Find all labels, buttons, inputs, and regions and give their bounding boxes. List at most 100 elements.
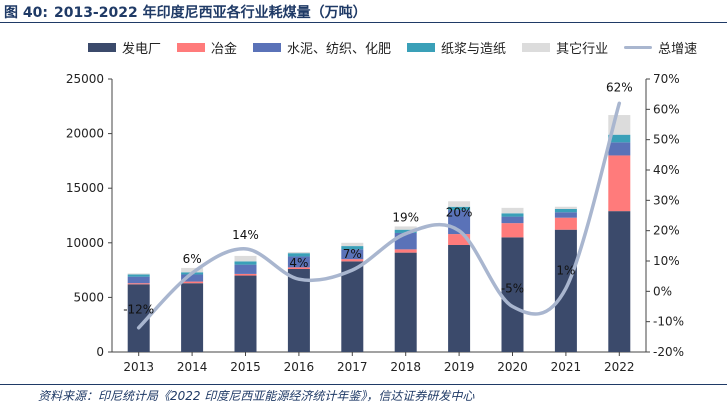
source-note: 资料来源：印尼统计局《2022 印度尼西亚能源经济统计年鉴》，信达证券研发中心: [38, 389, 475, 403]
right-tick-label: -20%: [653, 345, 684, 359]
right-tick-label: 60%: [653, 102, 680, 116]
bar-segment-0: [394, 252, 417, 352]
bar-segment-0: [608, 211, 631, 352]
legend-item-4: 其它行业: [522, 38, 608, 57]
bar-segment-3: [394, 229, 417, 233]
x-tick-label: 2014: [177, 360, 208, 374]
x-tick-label: 2021: [551, 360, 582, 374]
bar-segment-4: [234, 255, 257, 262]
legend-swatch: [88, 43, 116, 52]
x-tick-label: 2022: [604, 360, 635, 374]
x-tick-label: 2019: [444, 360, 475, 374]
figure-title-bar: 图 40: 2013-2022 年印度尼西亚各行业耗煤量（万吨）: [0, 0, 727, 23]
right-tick-label: 50%: [653, 133, 680, 147]
bar-segment-2: [287, 256, 310, 268]
bar-segment-4: [501, 207, 524, 214]
bar-segment-3: [287, 253, 310, 257]
bar-segment-4: [287, 252, 310, 254]
bar-segment-2: [234, 264, 257, 274]
legend-swatch: [407, 43, 436, 52]
x-tick-label: 2016: [284, 360, 315, 374]
line-data-label: -5%: [501, 282, 524, 296]
left-tick-label: 25000: [66, 72, 104, 86]
bar-segment-1: [234, 273, 257, 276]
bar-segment-0: [181, 283, 204, 352]
legend-item-line: 总增速: [624, 38, 697, 57]
left-tick-label: 5000: [73, 290, 104, 304]
bar-segment-4: [448, 201, 471, 207]
bar-segment-3: [554, 208, 577, 213]
x-tick-label: 2015: [230, 360, 261, 374]
bar-segment-1: [608, 155, 631, 212]
bar-segment-3: [127, 274, 150, 277]
bar-segment-1: [448, 234, 471, 245]
legend-item-1: 冶金: [177, 38, 237, 57]
legend-item-2: 水泥、纺织、化肥: [253, 38, 391, 57]
right-tick-label: 0%: [653, 284, 672, 298]
left-tick-label: 10000: [66, 236, 104, 250]
bar-segment-3: [448, 206, 471, 211]
bar-segment-1: [127, 283, 150, 285]
legend-label: 发电厂: [122, 42, 162, 57]
left-tick-label: 15000: [66, 181, 104, 195]
line-data-label: 14%: [232, 228, 259, 242]
left-tick-label: 0: [96, 345, 104, 359]
legend-label: 纸浆与造纸: [441, 42, 507, 57]
bar-segment-3: [341, 246, 364, 250]
bar-segment-4: [394, 226, 417, 230]
legend-swatch: [253, 43, 282, 52]
bar-segment-2: [127, 276, 150, 284]
x-tick-label: 2017: [337, 360, 368, 374]
line-data-label: 4%: [289, 256, 308, 270]
bar-segment-1: [287, 267, 310, 270]
bar-segment-0: [127, 284, 150, 352]
line-data-label: 62%: [606, 80, 633, 94]
bar-segment-4: [341, 242, 364, 247]
bar-segment-0: [501, 237, 524, 352]
legend-label: 总增速: [658, 42, 698, 57]
figure-title: 图 40: 2013-2022 年印度尼西亚各行业耗煤量（万吨）: [4, 2, 367, 22]
bar-segment-2: [554, 212, 577, 218]
x-tick-label: 2020: [497, 360, 528, 374]
left-tick-label: 20000: [66, 127, 104, 141]
bar-segment-1: [394, 249, 417, 253]
legend-label: 水泥、纺织、化肥: [287, 42, 392, 57]
legend-item-0: 发电厂: [88, 38, 161, 57]
bar-segment-3: [234, 261, 257, 265]
bar-segment-0: [234, 275, 257, 352]
bar-segment-1: [181, 281, 204, 284]
bar-segment-4: [181, 267, 204, 273]
bar-segment-3: [501, 213, 524, 217]
figure-number: 图 40:: [4, 5, 48, 21]
right-tick-label: 30%: [653, 193, 680, 207]
line-data-label: -12%: [123, 303, 154, 317]
bar-segment-0: [287, 269, 310, 352]
bar-segment-4: [127, 273, 150, 275]
bar-segment-2: [501, 216, 524, 224]
x-tick-label: 2018: [390, 360, 421, 374]
figure-title-text: 2013-2022 年印度尼西亚各行业耗煤量（万吨）: [53, 5, 367, 21]
bar-segment-2: [181, 274, 204, 282]
bar-segment-1: [554, 217, 577, 230]
legend-line-swatch: [624, 46, 653, 49]
chart-legend: 发电厂 冶金 水泥、纺织、化肥 纸浆与造纸 其它行业 总增速: [88, 38, 713, 57]
bar-segment-3: [608, 134, 631, 143]
line-data-label: 7%: [343, 247, 362, 261]
right-tick-label: 40%: [653, 163, 680, 177]
x-tick-label: 2013: [123, 360, 154, 374]
bar-segment-2: [341, 249, 364, 260]
right-tick-label: -10%: [653, 315, 684, 329]
line-data-label: 1%: [556, 263, 575, 277]
bar-segment-0: [448, 244, 471, 352]
legend-item-3: 纸浆与造纸: [407, 38, 506, 57]
right-tick-label: 10%: [653, 254, 680, 268]
line-data-label: 6%: [183, 252, 202, 266]
line-data-label: 20%: [446, 206, 473, 220]
right-tick-label: 20%: [653, 224, 680, 238]
legend-label: 冶金: [211, 42, 238, 57]
line-data-label: 19%: [392, 211, 419, 225]
bar-segment-4: [554, 206, 577, 209]
legend-swatch: [177, 43, 206, 52]
legend-swatch: [522, 43, 551, 52]
